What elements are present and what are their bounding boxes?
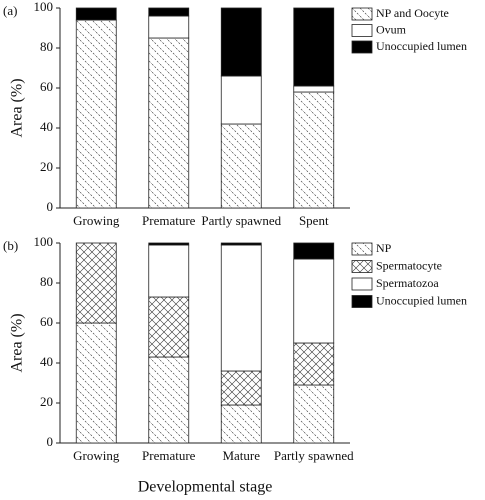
y-tick-label: 80 xyxy=(40,274,53,289)
bar-segment xyxy=(220,370,262,406)
bar-segment xyxy=(148,15,190,39)
y-axis-label: Area (%) xyxy=(9,78,26,137)
bar-segment xyxy=(75,19,117,209)
y-tick-label: 60 xyxy=(40,79,53,94)
legend-label: NP and Oocyte xyxy=(376,6,449,20)
x-tick-label: Premature xyxy=(142,448,196,463)
legend-swatch xyxy=(351,7,373,21)
bar-segment xyxy=(148,356,190,444)
y-tick-label: 40 xyxy=(40,119,53,134)
y-axis-label: Area (%) xyxy=(9,313,26,372)
bar-segment xyxy=(293,242,335,260)
x-tick-label: Partly spawned xyxy=(201,213,281,228)
y-tick-label: 20 xyxy=(40,394,53,409)
x-tick-label: Mature xyxy=(222,448,260,463)
bar-segment xyxy=(293,85,335,93)
bar-segment xyxy=(293,258,335,344)
legend-swatch xyxy=(351,260,373,273)
legend-swatch xyxy=(351,242,373,256)
legend-swatch xyxy=(351,40,373,54)
panel-label: (a) xyxy=(3,3,17,18)
bar-segment xyxy=(148,242,190,246)
bar-segment xyxy=(293,342,335,386)
y-tick-label: 100 xyxy=(34,234,54,249)
legend-label: Ovum xyxy=(376,22,407,36)
bar-segment xyxy=(220,123,262,209)
bar-segment xyxy=(148,7,190,17)
y-tick-label: 40 xyxy=(40,354,53,369)
y-tick-label: 20 xyxy=(40,159,53,174)
x-tick-label: Premature xyxy=(142,213,196,228)
x-tick-label: Growing xyxy=(73,448,120,463)
legend-label: NP xyxy=(376,241,392,255)
bar-segment xyxy=(220,7,262,77)
bar-segment xyxy=(220,404,262,444)
legend-swatch xyxy=(351,24,373,37)
y-tick-label: 80 xyxy=(40,39,53,54)
bar-segment xyxy=(148,296,190,358)
bar-segment xyxy=(293,7,335,87)
bar-segment xyxy=(220,244,262,372)
x-tick-label: Spent xyxy=(299,213,329,228)
y-tick-label: 100 xyxy=(34,0,54,14)
bar-segment xyxy=(148,244,190,298)
y-tick-label: 0 xyxy=(47,199,54,214)
bar-segment xyxy=(75,322,117,444)
bar-segment xyxy=(220,75,262,125)
legend-swatch xyxy=(351,295,373,308)
bar-segment xyxy=(75,7,117,21)
legend-label: Unoccupied lumen xyxy=(376,293,467,307)
x-tick-label: Growing xyxy=(73,213,120,228)
x-axis-label: Developmental stage xyxy=(138,479,273,496)
bar-segment xyxy=(220,242,262,246)
bar-segment xyxy=(75,242,117,324)
legend-label: Spermatocyte xyxy=(376,258,442,272)
x-tick-label: Partly spawned xyxy=(274,448,354,463)
bar-segment xyxy=(148,37,190,209)
bar-segment xyxy=(293,91,335,209)
y-tick-label: 0 xyxy=(47,434,54,449)
legend-label: Unoccupied lumen xyxy=(376,39,467,53)
legend-swatch xyxy=(351,277,373,291)
legend-label: Spermatozoa xyxy=(376,276,439,290)
panel-label: (b) xyxy=(3,238,18,253)
bar-segment xyxy=(293,384,335,444)
y-tick-label: 60 xyxy=(40,314,53,329)
